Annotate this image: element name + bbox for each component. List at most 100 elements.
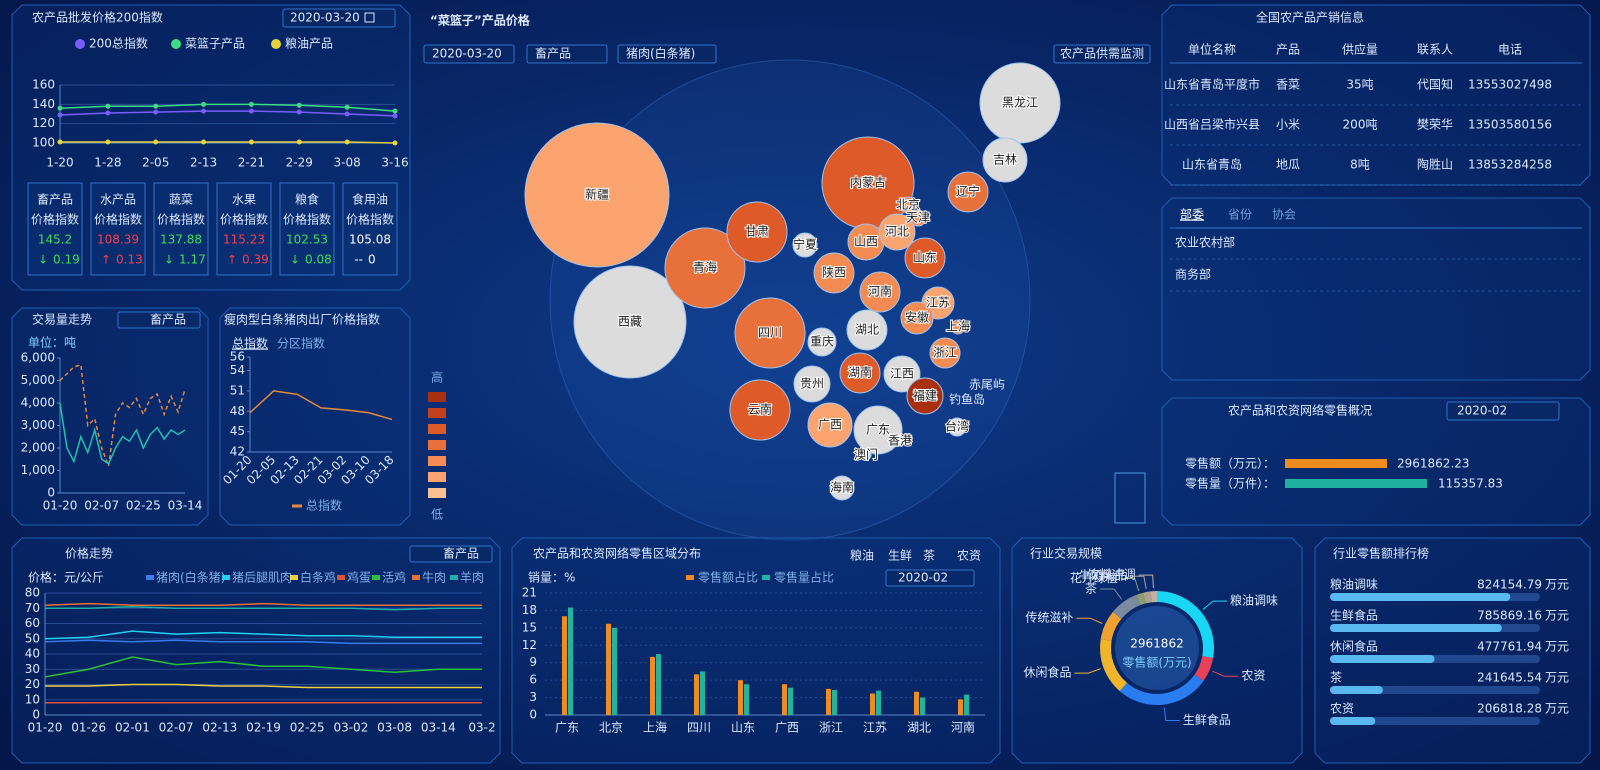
y-tick-label: 4,000 xyxy=(21,396,55,410)
x-tick-label: 浙江 xyxy=(819,721,843,735)
panel-frame xyxy=(11,307,209,526)
data-point xyxy=(344,139,350,145)
legend-swatch xyxy=(428,408,446,418)
y-tick-label: 10 xyxy=(25,692,40,706)
donut-center-label: 零售额(万元) xyxy=(1122,655,1191,670)
card-change: 0.13 xyxy=(116,253,143,267)
x-tick-label: 01-20 xyxy=(43,499,78,513)
date-picker[interactable] xyxy=(1446,401,1560,421)
leader-line xyxy=(1074,668,1101,674)
province xyxy=(829,475,855,501)
card-arrow: ↑ xyxy=(101,253,111,267)
legend-swatch xyxy=(428,424,446,434)
province-label: 重庆 xyxy=(810,335,834,349)
legend-label: 总指数 xyxy=(306,498,342,513)
y-tick-label: 42 xyxy=(230,445,245,459)
dropdown[interactable] xyxy=(617,44,717,64)
legend-swatch xyxy=(428,488,446,498)
data-point xyxy=(201,139,207,145)
legend-swatch xyxy=(412,575,420,580)
series-line xyxy=(59,363,186,467)
province-label: 宁夏 xyxy=(793,237,817,252)
card-arrow: -- xyxy=(354,253,363,267)
x-tick-label: 03-08 xyxy=(377,721,412,735)
province xyxy=(807,327,837,357)
tab-label[interactable]: 畜产品 xyxy=(150,312,186,327)
data-point xyxy=(57,112,63,118)
tab-label[interactable]: 总指数 xyxy=(232,336,268,351)
table-cell: 樊荣华 xyxy=(1417,118,1453,132)
legend-swatch xyxy=(450,575,458,580)
tab-label[interactable]: 分区指数 xyxy=(277,336,325,351)
x-tick-label: 3-08 xyxy=(334,156,361,170)
x-tick-label: 山东 xyxy=(731,721,755,735)
dropdown-label[interactable]: 猪肉(白条猪) xyxy=(626,46,695,61)
rank-name: 农资 xyxy=(1330,702,1354,716)
tab-label[interactable]: 部委 xyxy=(1180,207,1204,222)
province-label: 内蒙古 xyxy=(850,175,886,190)
dropdown-label[interactable]: 2020-03-20 xyxy=(432,47,502,61)
bar xyxy=(832,690,837,715)
x-tick-label: 2-21 xyxy=(238,156,265,170)
tab[interactable] xyxy=(117,311,201,329)
leader-line xyxy=(1202,600,1227,610)
list-item[interactable]: 商务部 xyxy=(1175,267,1211,282)
panel-title: 行业零售额排行榜 xyxy=(1333,546,1429,561)
tab-label[interactable]: 茶 xyxy=(923,548,935,563)
donut-label: 牛奶乳品 xyxy=(1079,568,1127,583)
tab-label[interactable]: 畜产品 xyxy=(443,546,479,561)
province-label: 河北 xyxy=(885,225,909,239)
bar xyxy=(914,691,919,715)
data-point xyxy=(153,109,159,115)
leader-line xyxy=(1212,670,1239,677)
rank-bar xyxy=(1330,624,1502,632)
dropdown-label[interactable]: 畜产品 xyxy=(535,46,571,61)
card-arrow: ↓ xyxy=(164,253,174,267)
card-label: 价格指数 xyxy=(157,212,205,227)
x-tick-label: 1-20 xyxy=(46,156,73,170)
series-line xyxy=(59,103,396,112)
y-tick-label: 9 xyxy=(529,655,537,669)
province-label: 北京 xyxy=(896,198,920,212)
tab-label[interactable]: 生鲜 xyxy=(888,549,912,563)
province xyxy=(947,417,967,437)
table-header: 联系人 xyxy=(1417,43,1453,57)
province-label: 吉林 xyxy=(993,153,1017,167)
button-label[interactable]: 农产品供需监测 xyxy=(1060,47,1144,61)
calendar-icon xyxy=(364,12,375,23)
province xyxy=(846,309,888,351)
x-tick-label: 01-26 xyxy=(71,721,106,735)
bar xyxy=(650,656,655,715)
province xyxy=(979,62,1061,144)
tab-label[interactable]: 协会 xyxy=(1272,207,1296,222)
panel-title: 瘦肉型白条猪肉出厂价格指数 xyxy=(224,312,380,327)
legend-label: 猪肉(白条猪) xyxy=(156,570,225,585)
legend-swatch xyxy=(428,440,446,450)
bar xyxy=(738,680,743,715)
tab[interactable] xyxy=(409,545,493,563)
tab-label[interactable]: 粮油 xyxy=(850,548,874,563)
tab-label[interactable]: 农资 xyxy=(957,549,981,563)
data-point xyxy=(153,103,159,109)
card-label: 价格指数 xyxy=(283,212,331,227)
legend-label: 鸡蛋 xyxy=(347,570,371,585)
x-tick-label: 2-05 xyxy=(142,156,169,170)
province-label: 江苏 xyxy=(926,296,950,310)
table-header: 供应量 xyxy=(1342,42,1378,57)
dropdown[interactable] xyxy=(423,44,515,64)
y-tick-label: 0 xyxy=(529,708,537,722)
y-tick-label: 120 xyxy=(32,116,55,130)
province xyxy=(726,201,788,263)
legend-swatch xyxy=(762,575,770,580)
list-item[interactable]: 农业农村部 xyxy=(1175,235,1235,250)
table-cell: 香菜 xyxy=(1276,78,1300,92)
button[interactable] xyxy=(1053,44,1151,64)
dropdown[interactable] xyxy=(526,44,608,64)
tab-label[interactable]: 省份 xyxy=(1228,208,1252,222)
panel-title: 农产品和农资网络零售区域分布 xyxy=(533,546,701,561)
date-picker[interactable] xyxy=(885,569,975,587)
y-tick-label: 5,000 xyxy=(21,373,55,387)
province-label: 湖南 xyxy=(848,365,872,380)
table-cell: 200吨 xyxy=(1343,118,1378,132)
leader-line xyxy=(1129,575,1147,590)
